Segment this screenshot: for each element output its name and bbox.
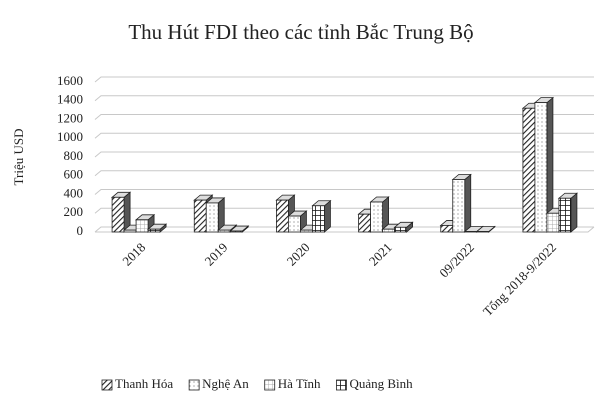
x-tick-label: 2021: [366, 240, 395, 269]
bar: [452, 179, 466, 233]
bar: [394, 226, 407, 233]
bar: [276, 199, 289, 233]
bar: [382, 228, 395, 233]
x-tick-label: 2018: [119, 240, 148, 269]
x-tick-label: 09/2022: [436, 240, 477, 281]
x-tick-label: Tổng 2018-9/2022: [480, 240, 559, 319]
legend-label: Thanh Hóa: [115, 376, 173, 391]
bar: [370, 201, 383, 233]
x-tick-label: 2019: [201, 240, 230, 269]
bar-side: [570, 192, 578, 233]
legend-swatch: [264, 379, 276, 391]
bar: [358, 213, 371, 233]
bar: [147, 228, 161, 233]
legend-swatch: [336, 379, 347, 391]
grid-line: [94, 189, 594, 195]
legend-swatch: [188, 379, 200, 391]
bar: [135, 219, 149, 233]
y-axis-label: Triệu USD: [11, 129, 26, 186]
legend: Thanh Hóa Nghệ An Hà Tĩnh Quảng Bình: [101, 376, 413, 391]
bar: [123, 229, 137, 233]
legend-label: Hà Tĩnh: [278, 376, 321, 391]
grid-line: [94, 170, 594, 177]
axis-floor: [95, 226, 595, 233]
grid-line: [94, 226, 594, 233]
bar: [229, 230, 243, 233]
y-tick-label: 800: [64, 148, 84, 163]
y-tick-label: 600: [64, 167, 84, 182]
grid-line: [94, 114, 594, 120]
bar-side: [464, 173, 472, 233]
grid-line: [94, 132, 594, 139]
bar: [217, 229, 231, 233]
y-tick-label: 1000: [57, 129, 83, 144]
legend-label: Quảng Bình: [349, 376, 413, 391]
y-tick-label: 400: [64, 185, 84, 200]
grid-line: [94, 207, 594, 214]
y-tick-label: 0: [77, 223, 84, 238]
legend-label: Nghệ An: [202, 376, 249, 391]
grid-line: [94, 151, 594, 158]
y-tick-label: 1200: [57, 110, 83, 125]
bar: [440, 225, 454, 233]
bar: [205, 202, 219, 233]
bar: [558, 197, 572, 233]
bar: [300, 229, 313, 233]
y-tick-label: 1400: [57, 92, 83, 107]
x-tick-label: 2020: [284, 240, 313, 269]
grid-line: [94, 76, 594, 83]
bar: [546, 212, 560, 233]
bar: [534, 102, 548, 233]
legend-swatch: [101, 379, 113, 391]
bar: [312, 205, 325, 233]
chart-title: Thu Hút FDI theo các tỉnh Bắc Trung Bộ: [128, 20, 473, 44]
bar: [193, 199, 207, 233]
bar: [111, 196, 125, 233]
bar: [522, 107, 536, 233]
bar: [288, 215, 301, 233]
y-tick-label: 1600: [57, 73, 83, 88]
grid-line: [94, 95, 594, 102]
y-tick-label: 200: [64, 204, 84, 219]
